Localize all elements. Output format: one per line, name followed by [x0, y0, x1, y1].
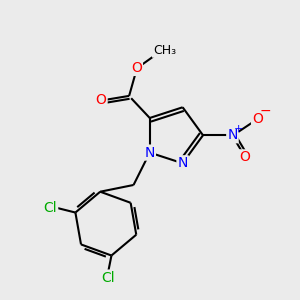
Text: N: N — [145, 146, 155, 160]
Text: +: + — [234, 124, 244, 134]
Text: O: O — [252, 112, 263, 126]
Text: N: N — [227, 128, 238, 142]
Text: −: − — [260, 104, 272, 118]
Text: O: O — [96, 93, 106, 107]
Text: Cl: Cl — [44, 201, 57, 215]
Text: N: N — [178, 156, 188, 170]
Text: O: O — [239, 150, 250, 164]
Text: Cl: Cl — [102, 271, 115, 285]
Text: O: O — [131, 61, 142, 75]
Text: CH₃: CH₃ — [153, 44, 176, 57]
